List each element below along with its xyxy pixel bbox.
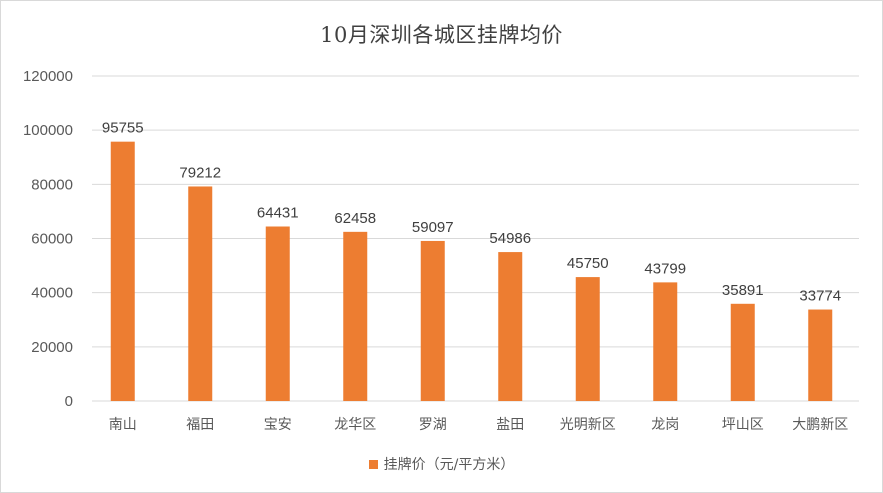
category-label: 福田 — [186, 417, 214, 433]
y-tick-label: 40000 — [31, 285, 73, 302]
y-tick-label: 60000 — [31, 231, 73, 248]
data-label: 95755 — [102, 120, 144, 137]
category-label: 大鹏新区 — [792, 417, 848, 433]
bar — [265, 226, 290, 401]
bar — [498, 252, 523, 401]
data-label: 35891 — [722, 282, 764, 299]
bar — [730, 303, 755, 401]
data-label: 62458 — [334, 210, 376, 227]
chart-title: 10月深圳各城区挂牌均价 — [320, 23, 563, 47]
data-label: 59097 — [412, 219, 454, 236]
data-label: 79212 — [179, 164, 221, 181]
bar — [653, 282, 678, 401]
category-label: 南山 — [109, 417, 137, 433]
y-tick-label: 20000 — [31, 339, 73, 356]
y-tick-label: 80000 — [31, 176, 73, 193]
data-label: 45750 — [567, 255, 609, 272]
y-tick-label: 100000 — [23, 122, 73, 139]
bar — [808, 309, 833, 401]
data-label: 54986 — [489, 230, 531, 247]
category-label: 罗湖 — [419, 417, 447, 433]
category-label: 盐田 — [496, 417, 524, 433]
category-label: 龙华区 — [334, 417, 376, 433]
data-label: 33774 — [799, 288, 841, 305]
bar — [343, 231, 368, 401]
bar — [420, 240, 445, 401]
y-tick-label: 120000 — [23, 68, 73, 85]
data-label: 43799 — [644, 260, 686, 277]
legend-swatch — [368, 459, 378, 469]
data-label: 64431 — [257, 204, 299, 221]
category-label: 宝安 — [264, 417, 292, 433]
bar — [110, 141, 135, 401]
category-label: 坪山区 — [722, 417, 764, 433]
bar — [188, 186, 213, 401]
legend-label: 挂牌价（元/平方米） — [383, 457, 515, 473]
bar — [575, 277, 600, 401]
category-label: 龙岗 — [651, 417, 679, 433]
y-tick-label: 0 — [65, 393, 73, 410]
category-label: 光明新区 — [560, 417, 616, 433]
legend: 挂牌价（元/平方米） — [1, 454, 882, 474]
